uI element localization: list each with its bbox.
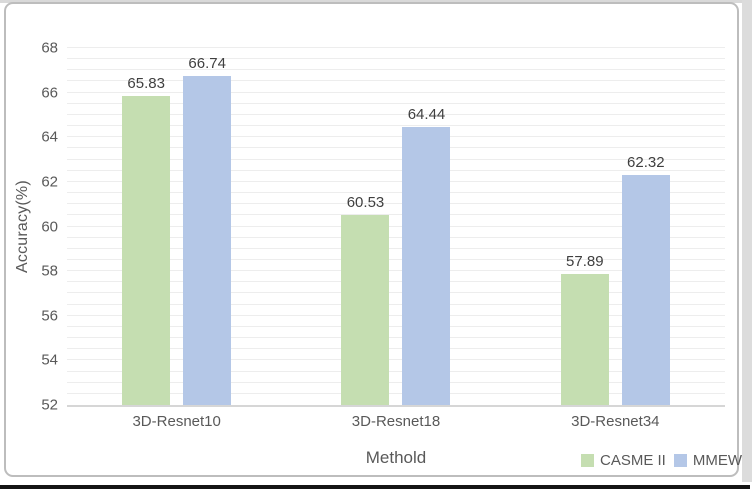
gridline: [67, 392, 725, 394]
gridline: [67, 113, 725, 115]
gridline: [67, 80, 725, 82]
y-tick-label: 62: [41, 173, 58, 191]
gridline: [67, 325, 725, 327]
page-bottom-rule: [0, 485, 750, 489]
y-tick-label: 60: [41, 218, 58, 235]
gridline: [67, 292, 725, 294]
y-tick-label: 52: [41, 396, 58, 414]
y-axis-tick-labels: 52 54 56 58 60 62 64 66 68: [6, 40, 58, 414]
gridline: [67, 281, 725, 283]
gridline: [67, 225, 725, 227]
gridline: [67, 303, 725, 305]
gridline: [67, 91, 725, 93]
gridline: [67, 359, 725, 361]
gridline: [67, 258, 725, 260]
y-tick-label: 54: [41, 351, 58, 369]
x-axis-title: Methold: [365, 448, 427, 467]
bar-casme-ii-3d-resnet34: 57.89: [560, 253, 609, 405]
gridline: [67, 180, 725, 182]
page-background-strip-top: [0, 0, 752, 3]
gridline: [67, 136, 725, 138]
bar-casme-ii-3d-resnet10: 65.83: [122, 75, 171, 405]
bar-mmew-3d-resnet18: 64.44: [402, 106, 451, 405]
gridline: [67, 58, 725, 60]
gridline: [67, 214, 725, 216]
x-tick-label-3d-resnet34: 3D-Resnet34: [571, 413, 660, 430]
legend-label-mmew: MMEW: [692, 451, 743, 469]
gridline: [67, 337, 725, 339]
bar-value-label: 62.32: [627, 153, 665, 171]
bar-group-3d-resnet34: 57.89 62.32: [506, 48, 725, 405]
bar-value-label: 64.44: [407, 106, 446, 124]
gridline: [67, 236, 725, 238]
y-tick-label: 56: [41, 307, 58, 325]
y-tick-label: 58: [41, 262, 58, 280]
legend-item-casme-ii: CASME II: [581, 452, 666, 469]
gridline: [67, 69, 725, 71]
gridline: [67, 102, 725, 104]
gridline: [67, 348, 725, 350]
bar-group-3d-resnet10: 65.83 66.74: [67, 48, 286, 405]
page-background-strip-right: [742, 0, 752, 482]
y-tick-label: 64: [41, 128, 58, 146]
gridline: [67, 192, 725, 194]
legend-swatch-mmew: [673, 453, 687, 467]
gridline: [67, 169, 725, 171]
bar-casme-ii-3d-resnet18: 60.53: [341, 194, 390, 405]
gridline: [67, 203, 725, 205]
chart-card: Accuracy(%) 52 54 56 58 60 62 64 66 68 65.83 66.7…: [4, 2, 742, 477]
bar-mmew-3d-resnet34: 62.32: [621, 154, 670, 405]
x-tick-label-3d-resnet10: 3D-Resnet10: [132, 413, 221, 430]
y-tick-label: 68: [41, 39, 58, 57]
x-axis-tick-labels: 3D-Resnet10 3D-Resnet18 3D-Resnet34: [67, 413, 725, 430]
x-axis-line: [67, 405, 725, 407]
bar-value-label: 60.53: [346, 193, 385, 211]
legend-swatch-casme-ii: [581, 453, 594, 467]
gridline: [67, 125, 725, 127]
x-tick-label-3d-resnet18: 3D-Resnet18: [351, 413, 441, 430]
gridline: [67, 370, 725, 372]
bar-group-3d-resnet18: 60.53 64.44: [286, 48, 505, 405]
gridline: [67, 158, 725, 160]
legend-item-mmew: MMEW: [673, 451, 743, 469]
gridline: [67, 381, 725, 383]
bar-value-label: 57.89: [566, 252, 604, 270]
y-tick-label: 66: [41, 84, 58, 102]
gridline: [67, 147, 725, 149]
plot-area: 65.83 66.74 60.53 64.44 57.89 62.32: [67, 47, 725, 405]
legend-label-casme-ii: CASME II: [600, 451, 666, 469]
bar-value-label: 65.83: [127, 75, 165, 93]
chart-legend: CASME II MMEW: [581, 450, 742, 470]
bar-mmew-3d-resnet10: 66.74: [183, 55, 232, 405]
gridline: [67, 47, 725, 48]
bar-value-label: 66.74: [188, 55, 226, 73]
gridline: [67, 270, 725, 272]
gridline: [67, 247, 725, 249]
gridline: [67, 314, 725, 316]
